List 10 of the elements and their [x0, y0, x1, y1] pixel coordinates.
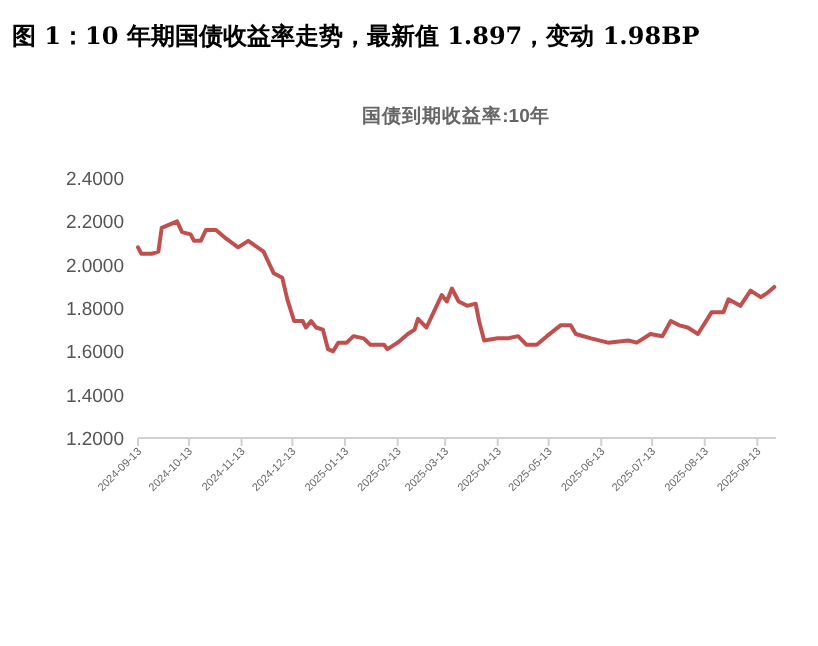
y-tick-label: 2.2000 [65, 212, 124, 235]
y-tick-label: 2.4000 [65, 169, 124, 191]
y-tick-label: 1.8000 [65, 299, 124, 321]
y-tick-label: 1.2000 [65, 429, 124, 451]
y-tick-label: 1.4000 [65, 385, 124, 408]
y-tick-label: 2.0000 [65, 255, 124, 278]
chart-title: 图 1：10 年期国债收益率走势，最新值 1.897，变动 1.98BP [12, 22, 700, 50]
line-series [136, 219, 777, 354]
y-tick-label: 1.6000 [65, 342, 124, 365]
chart-subtitle: 国债到期收益率:10年 [362, 104, 550, 128]
